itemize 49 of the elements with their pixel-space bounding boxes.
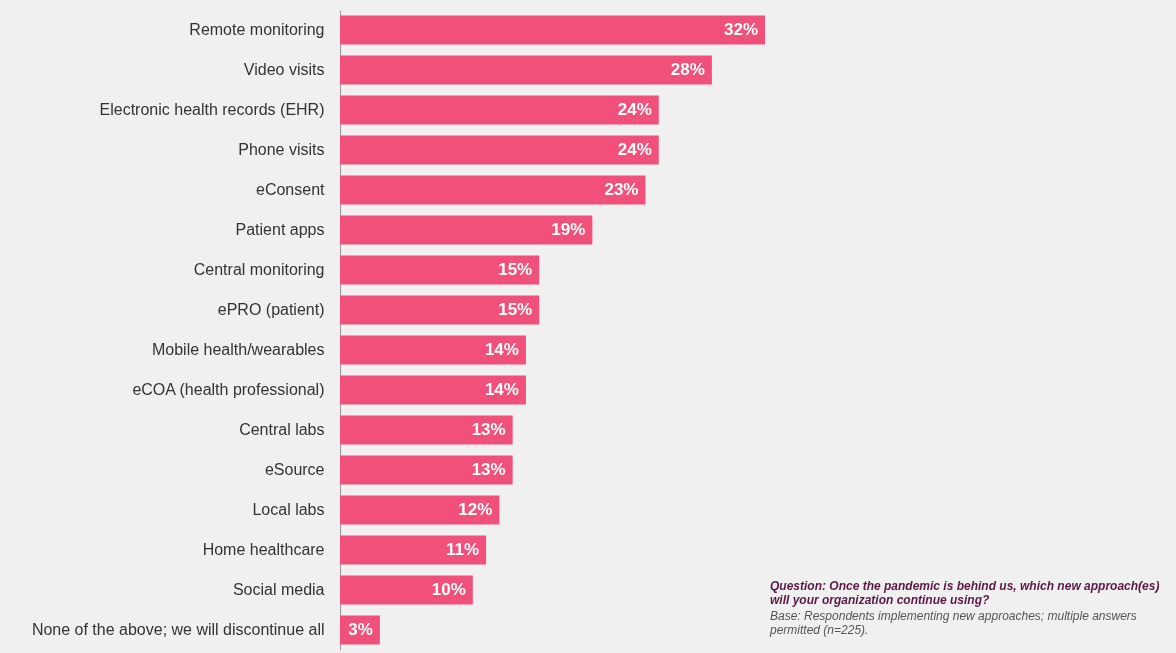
y-tick-label: eSource [264, 461, 325, 478]
data-label: 12% [458, 500, 493, 519]
bar [340, 535, 487, 565]
y-tick-label: Social media [232, 581, 325, 598]
y-tick-label: Phone visits [238, 141, 325, 158]
bar [340, 15, 765, 45]
data-label: 23% [604, 180, 639, 199]
text: Base: Respondents implementing new approaches; multiple answers permitted (n=225). [770, 609, 1138, 637]
data-label: 13% [471, 460, 506, 479]
data-label: 28% [670, 60, 705, 79]
y-tick-label: Remote monitoring [189, 21, 325, 38]
data-label: 13% [471, 420, 506, 439]
y-tick-label: Video visits [243, 61, 325, 78]
text: Question: Once the pandemic is behind us, which new approach(es) will your organization continue using? [770, 579, 1161, 607]
y-tick-label: Mobile health/wearables [151, 341, 325, 358]
data-label: 19% [551, 220, 586, 239]
y-tick-label: Central monitoring [193, 261, 325, 278]
y-tick-label: ePRO (patient) [217, 301, 325, 318]
data-label: 24% [617, 100, 652, 119]
bar [340, 375, 526, 405]
bar [340, 175, 646, 205]
bar [340, 215, 593, 245]
bar [340, 295, 540, 325]
data-label: 14% [484, 380, 519, 399]
data-label: 32% [723, 20, 758, 39]
bar [340, 495, 500, 525]
bar [340, 575, 473, 605]
y-tick-label: Patient apps [235, 221, 325, 238]
y-tick-label: None of the above; we will discontinue all [31, 621, 325, 638]
y-tick-label: eConsent [256, 181, 326, 198]
bar [340, 255, 540, 285]
data-label: 10% [431, 580, 466, 599]
data-label: 15% [498, 300, 533, 319]
y-tick-label: Electronic health records (EHR) [99, 101, 325, 118]
y-tick-label: Central labs [239, 421, 325, 438]
bar [340, 335, 526, 365]
data-label: 11% [446, 540, 480, 559]
y-tick-label: eCOA (health professional) [132, 381, 325, 398]
bar [340, 455, 513, 485]
bar [340, 95, 659, 125]
bar [340, 415, 513, 445]
data-label: 24% [617, 140, 652, 159]
bar [340, 135, 659, 165]
data-label: 15% [498, 260, 533, 279]
y-tick-label: Home healthcare [202, 541, 325, 558]
y-tick-label: Local labs [252, 501, 325, 518]
data-label: 3% [348, 620, 373, 639]
bar [340, 55, 712, 85]
data-label: 14% [484, 340, 519, 359]
